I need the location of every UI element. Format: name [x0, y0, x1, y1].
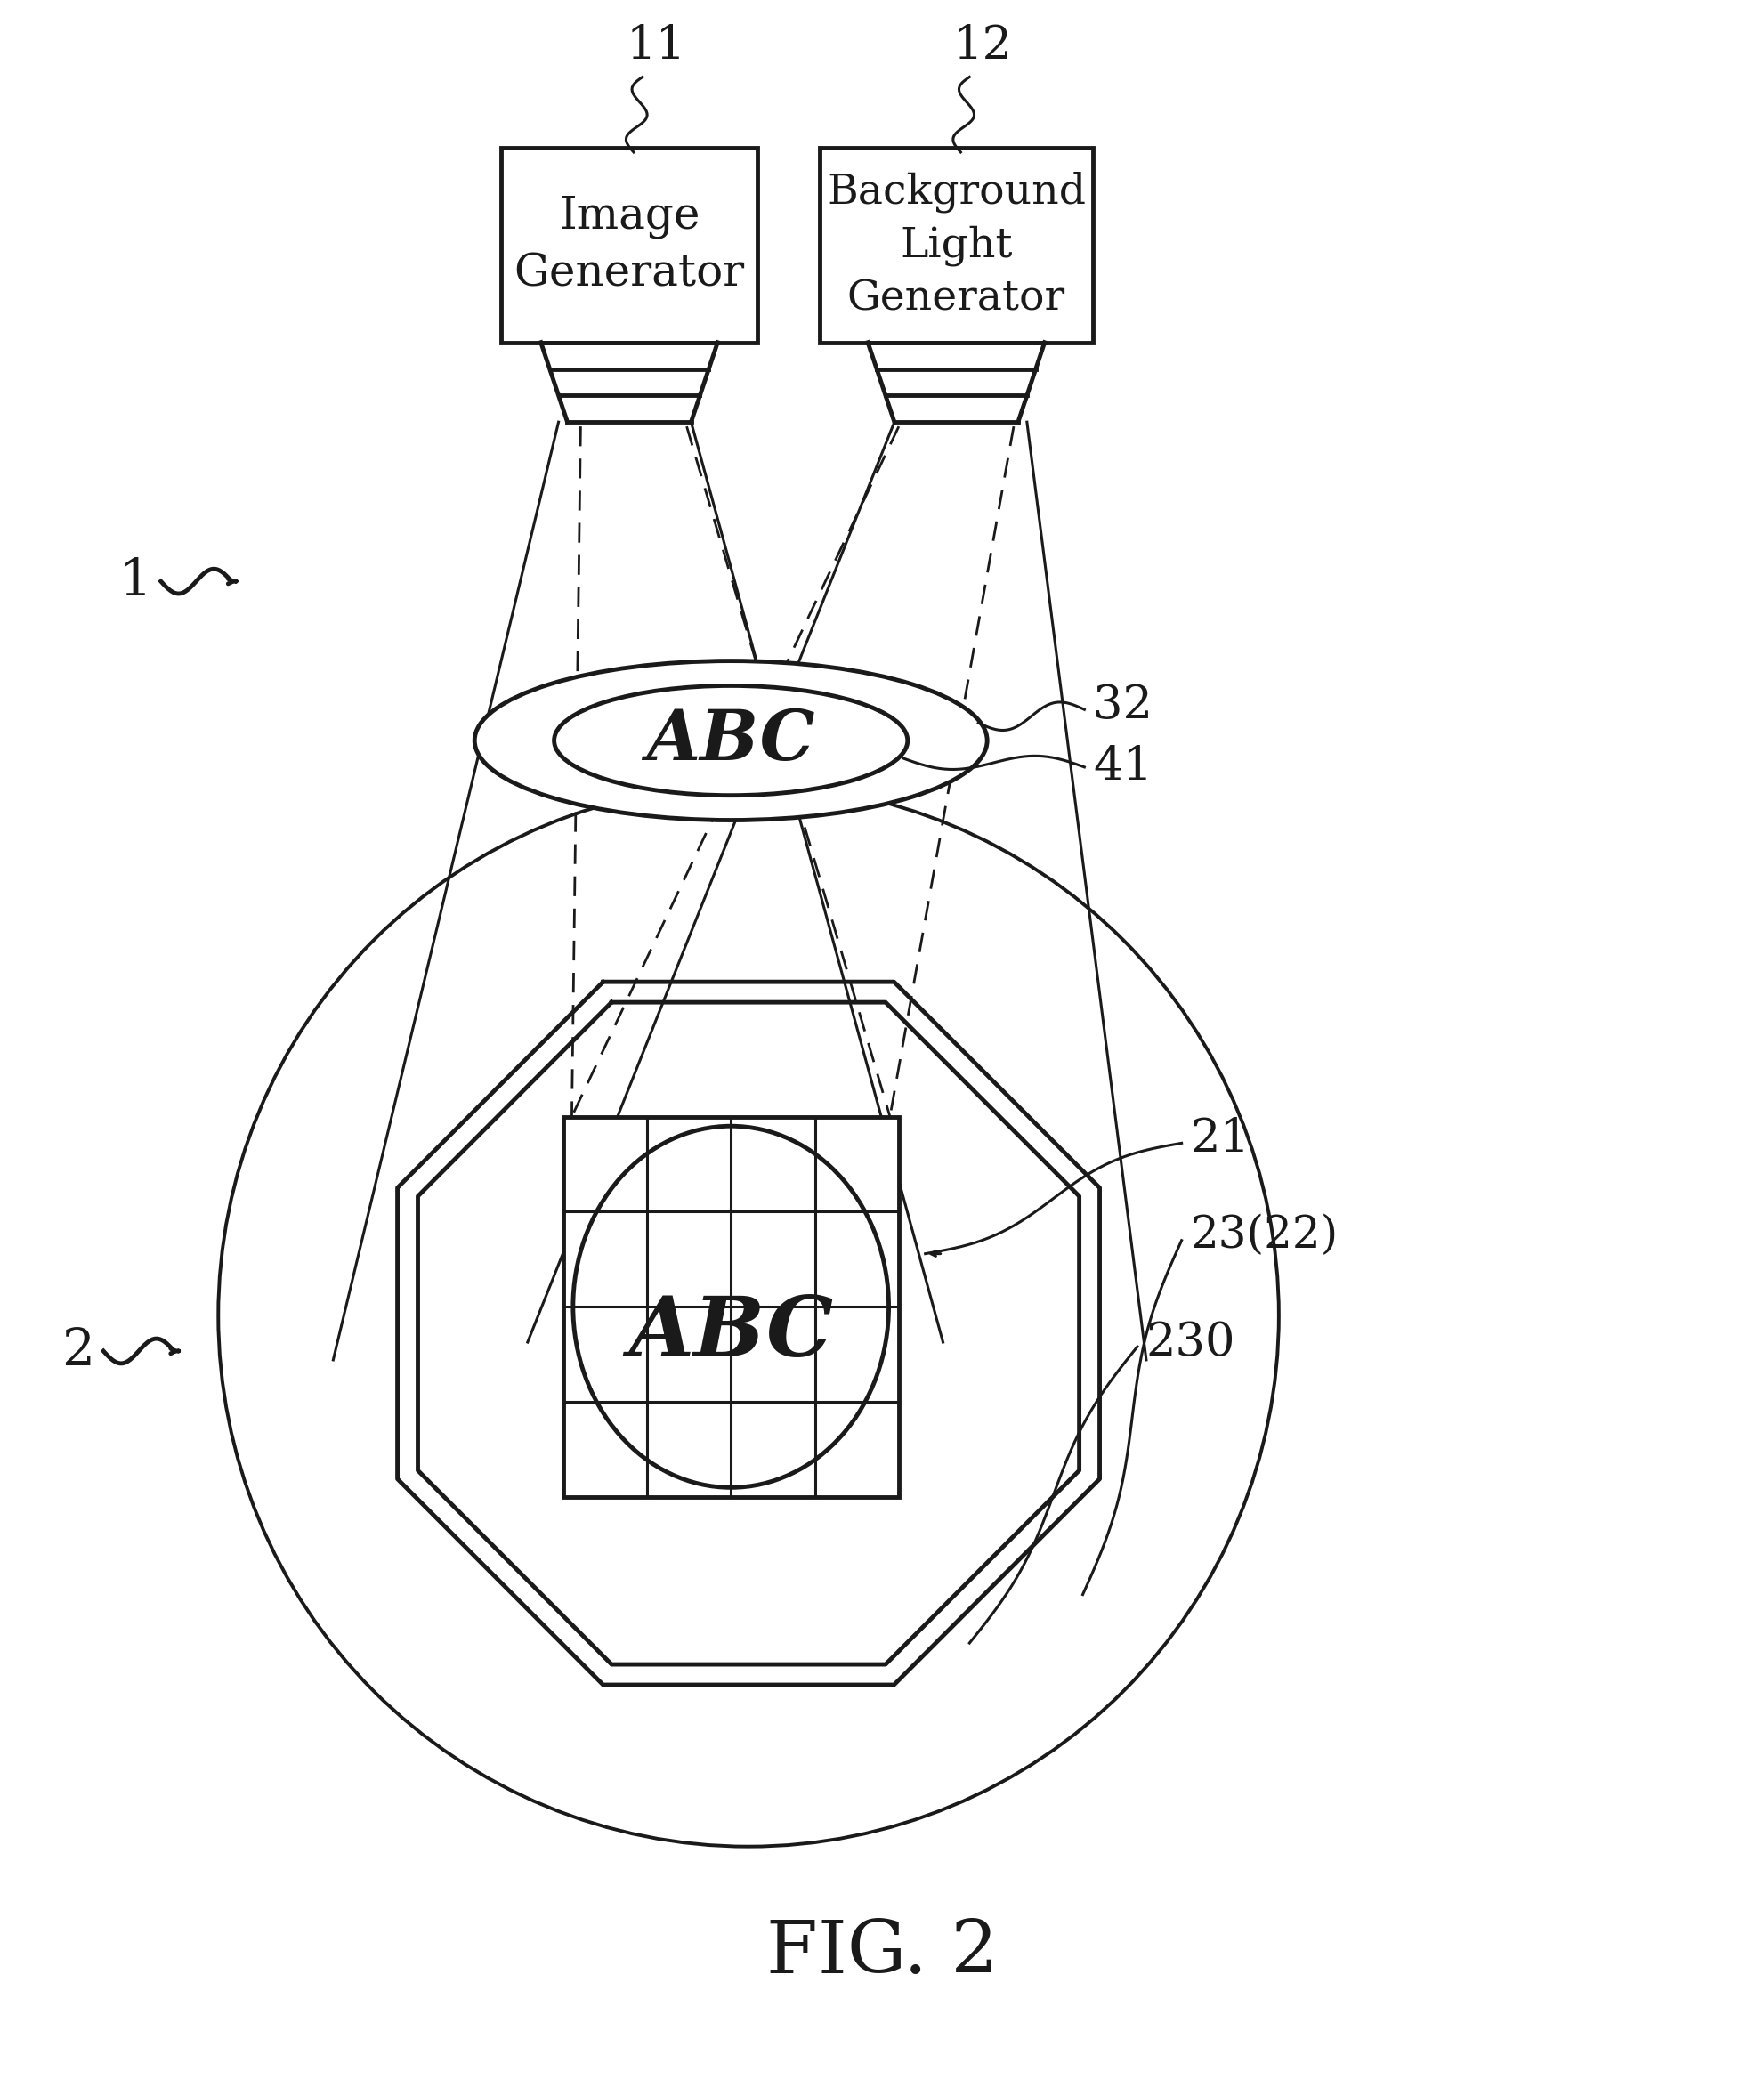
- Text: ABC: ABC: [646, 706, 815, 776]
- Bar: [501, 147, 757, 342]
- Text: 23(22): 23(22): [1191, 1214, 1337, 1258]
- Text: FIG. 2: FIG. 2: [766, 1918, 998, 1989]
- Text: Image
Generator: Image Generator: [513, 195, 744, 296]
- Text: 21: 21: [1191, 1115, 1249, 1161]
- Text: Background
Light
Generator: Background Light Generator: [826, 172, 1085, 319]
- Text: ABC: ABC: [628, 1293, 833, 1373]
- Text: 2: 2: [62, 1327, 95, 1375]
- Bar: [818, 147, 1092, 342]
- Text: 32: 32: [1092, 683, 1152, 727]
- Text: 12: 12: [953, 23, 1013, 67]
- Ellipse shape: [554, 685, 907, 794]
- Ellipse shape: [475, 660, 986, 820]
- Text: 230: 230: [1145, 1320, 1235, 1364]
- Text: 11: 11: [626, 23, 686, 67]
- Bar: [563, 1117, 898, 1497]
- Text: 1: 1: [118, 555, 152, 606]
- Text: 41: 41: [1092, 744, 1152, 790]
